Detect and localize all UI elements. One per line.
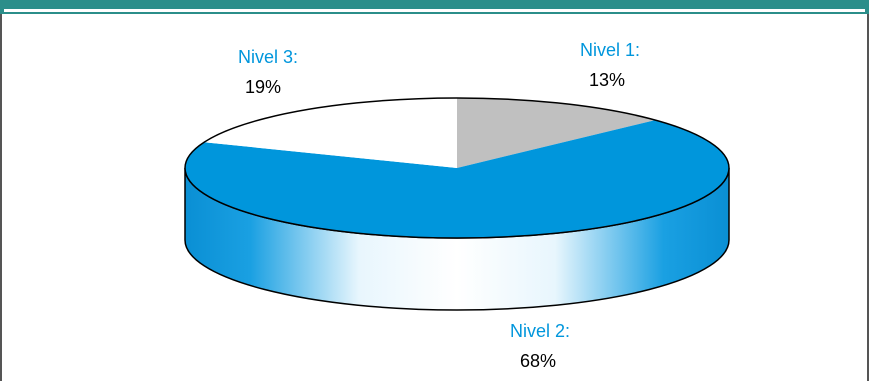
pie-slice-3 [204, 98, 457, 168]
pie-slice-2 [185, 120, 730, 238]
pie-top-outline [184, 97, 730, 239]
label-nivel-3: Nivel 3: [238, 47, 298, 67]
pie-slice-1 [457, 98, 656, 168]
top-border [0, 0, 869, 14]
value-nivel-2: 68% [520, 351, 556, 371]
label-nivel-2: Nivel 2: [510, 321, 570, 341]
value-nivel-1: 13% [589, 70, 625, 90]
label-nivel-1: Nivel 1: [580, 40, 640, 60]
value-nivel-3: 19% [245, 77, 281, 97]
